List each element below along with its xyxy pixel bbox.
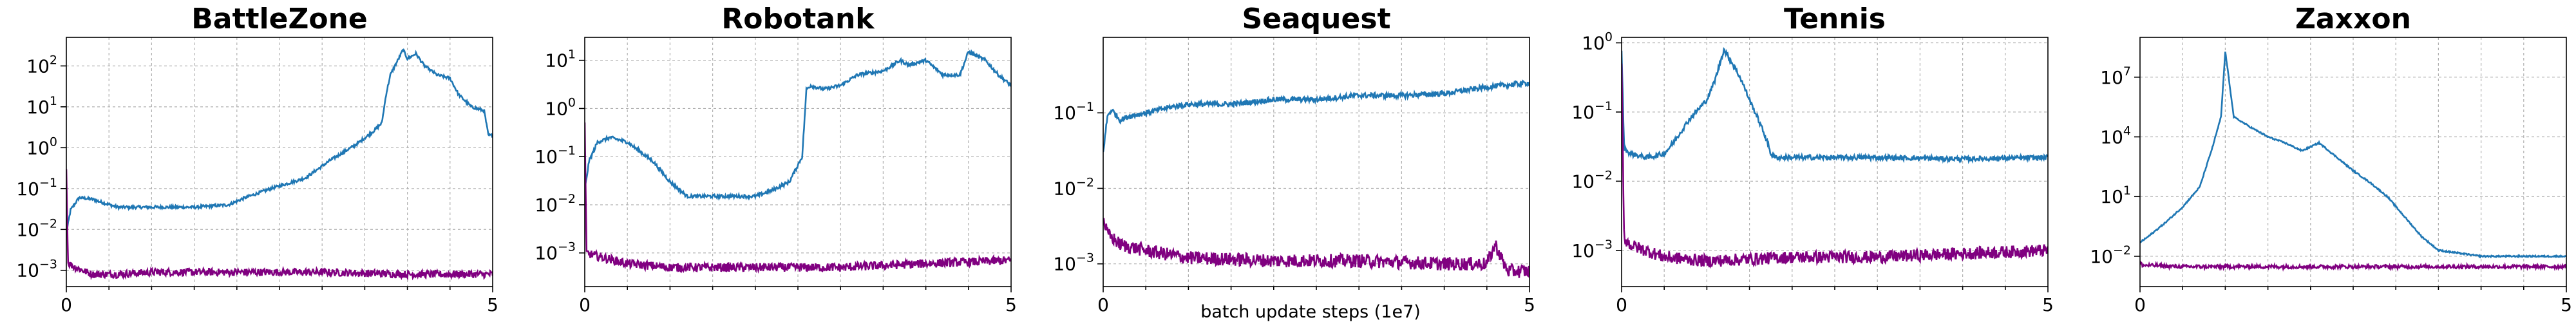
shared-xlabel: batch update steps (1e7) <box>1200 302 1421 322</box>
x-tick-label: 0 <box>579 294 591 316</box>
y-tick-label: 101 <box>2100 184 2131 207</box>
y-tick-label: 10−2 <box>1571 168 1613 192</box>
chart-panel-4: 10−2 101 104 107 0 5 Zaxxon <box>2090 3 2572 316</box>
x-tick-label: 5 <box>1524 294 1535 316</box>
y-tick-label: 10−2 <box>1053 175 1094 199</box>
x-tick-label: 5 <box>487 294 498 316</box>
chart-title: Seaquest <box>1242 3 1390 35</box>
y-tick-label: 10−1 <box>1571 99 1613 123</box>
y-tick-label: 10−1 <box>535 144 576 167</box>
series-line-0 <box>1103 79 1530 153</box>
chart-title: BattleZone <box>191 3 368 35</box>
x-tick-label: 0 <box>2134 294 2146 316</box>
x-tick-label: 0 <box>1097 294 1109 316</box>
y-tick-label: 100 <box>1582 30 1613 54</box>
y-tick-label: 107 <box>2100 64 2131 88</box>
series-line-1 <box>1622 63 2048 269</box>
y-tick-label: 100 <box>26 135 57 158</box>
chart-panel-1: 10−3 10−2 10−1 100 101 0 5 Robotank <box>535 3 1017 316</box>
x-tick-label: 5 <box>1005 294 1017 316</box>
series-line-1 <box>66 169 493 281</box>
y-tick-label: 10−3 <box>535 240 576 264</box>
y-tick-label: 100 <box>545 95 576 119</box>
x-tick-label: 0 <box>61 294 72 316</box>
y-tick-label: 10−3 <box>16 258 57 281</box>
x-tick-label: 5 <box>2042 294 2054 316</box>
x-tick-label: 5 <box>2561 294 2572 316</box>
series-line-1 <box>2140 260 2566 272</box>
chart-title: Zaxxon <box>2295 3 2411 35</box>
chart-panel-2: 10−3 10−2 10−1 0 5 Seaquest <box>1053 3 1535 316</box>
series-line-0 <box>585 49 1011 202</box>
series-line-0 <box>1622 47 2048 164</box>
x-tick-label: 0 <box>1616 294 1627 316</box>
series-line-0 <box>2140 52 2566 259</box>
y-tick-label: 101 <box>26 94 57 118</box>
y-tick-label: 10−3 <box>1053 251 1094 275</box>
y-tick-label: 101 <box>545 48 576 71</box>
y-tick-label: 104 <box>2100 124 2131 148</box>
y-tick-label: 10−2 <box>2090 243 2131 267</box>
chart-title: Tennis <box>1784 3 1886 35</box>
y-tick-label: 10−2 <box>535 192 576 216</box>
series-line-0 <box>66 48 493 234</box>
y-tick-label: 10−1 <box>1053 100 1094 124</box>
y-tick-label: 10−3 <box>1571 238 1613 261</box>
series-line-1 <box>1103 218 1530 278</box>
chart-panel-3: 10−3 10−2 10−1 100 0 5 Tennis <box>1571 3 2054 316</box>
y-tick-label: 10−2 <box>16 216 57 240</box>
chart-title: Robotank <box>721 3 875 35</box>
series-line-1 <box>585 122 1011 274</box>
chart-panel-0: 10−3 10−2 10−1 100 101 102 0 5 BattleZone <box>16 3 498 316</box>
y-tick-label: 10−1 <box>16 176 57 200</box>
y-tick-label: 102 <box>26 53 57 77</box>
